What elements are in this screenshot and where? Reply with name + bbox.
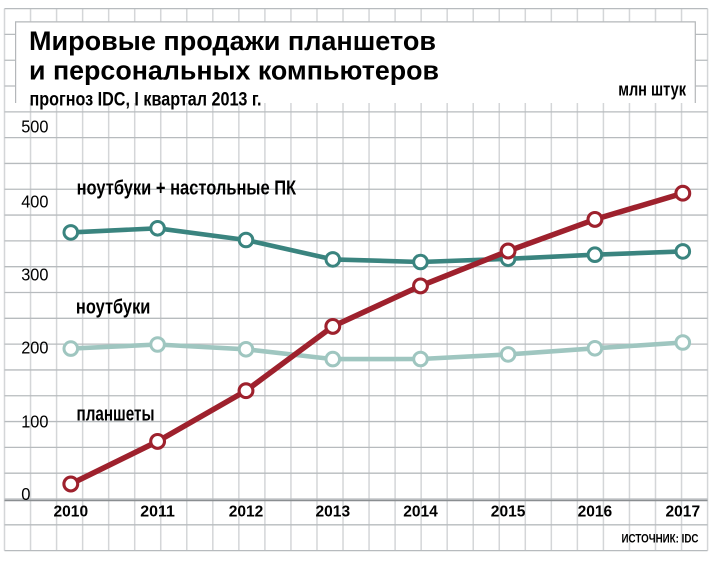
svg-text:планшеты: планшеты (77, 402, 155, 425)
svg-text:Мировые продажи планшетов: Мировые продажи планшетов (29, 26, 436, 56)
svg-text:ноутбуки + настольные ПК: ноутбуки + настольные ПК (77, 176, 297, 199)
svg-text:ноутбуки: ноутбуки (76, 296, 150, 319)
svg-text:и персональных компьютеров: и персональных компьютеров (29, 56, 439, 86)
svg-text:ИСТОЧНИК: IDC: ИСТОЧНИК: IDC (622, 532, 699, 546)
svg-text:2013: 2013 (316, 504, 351, 521)
svg-text:300: 300 (21, 265, 48, 285)
svg-text:2010: 2010 (54, 504, 89, 521)
svg-text:0: 0 (21, 484, 30, 504)
svg-text:2015: 2015 (491, 504, 526, 521)
svg-text:2014: 2014 (403, 504, 438, 521)
svg-text:2012: 2012 (229, 504, 264, 521)
svg-text:прогноз IDC, I квартал 2013 г.: прогноз IDC, I квартал 2013 г. (30, 89, 262, 110)
svg-text:500: 500 (21, 116, 48, 136)
svg-text:100: 100 (21, 411, 48, 431)
svg-text:2011: 2011 (140, 504, 175, 521)
svg-text:200: 200 (21, 337, 48, 357)
svg-text:400: 400 (21, 192, 48, 212)
svg-text:2016: 2016 (578, 504, 613, 521)
svg-text:млн штук: млн штук (618, 79, 686, 100)
svg-text:2017: 2017 (666, 504, 701, 521)
